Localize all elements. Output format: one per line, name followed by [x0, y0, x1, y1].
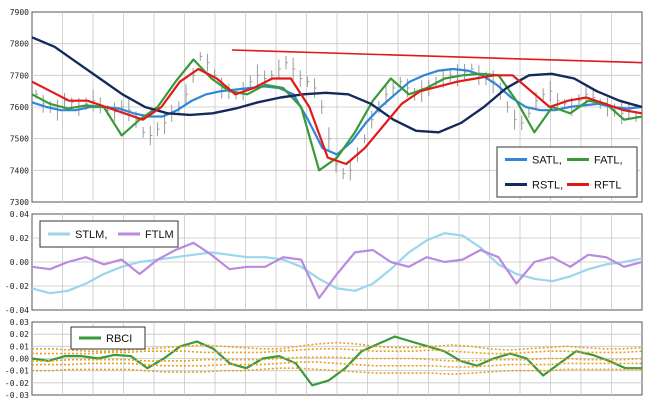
legend-box: [70, 326, 146, 350]
y-tick-label: 0.00: [10, 258, 29, 267]
legend-label: SATL,: [532, 155, 562, 167]
series-line-stlm: [31, 232, 643, 295]
legend-label: FATL,: [594, 155, 623, 167]
y-tick-label: 7600: [10, 103, 29, 112]
y-tick-label: -0.03: [5, 391, 29, 400]
legend-label: FTLM: [145, 229, 174, 241]
series-line-band: [32, 367, 642, 376]
y-tick-label: 0.02: [10, 330, 29, 339]
series-line-rbci: [31, 335, 642, 387]
price-panel: 7900 7800 7700 7600 7500 7400 7300 SATL, FATL, RS…: [10, 8, 643, 207]
legend-box: [496, 146, 638, 198]
series-line-ftlm: [31, 241, 643, 300]
series-line-fatl: [31, 58, 643, 172]
trendline: [231, 49, 643, 64]
y-tick-label: -0.01: [5, 367, 29, 376]
y-tick-label: -0.04: [5, 306, 29, 315]
series-line-band: [32, 361, 642, 368]
series-line-band: [32, 347, 643, 355]
legend-label: RSTL,: [532, 180, 563, 192]
legend-label: STLM,: [75, 229, 107, 241]
y-tick-label: 7300: [10, 198, 29, 207]
y-tick-label: 0.00: [10, 355, 29, 364]
y-tick-label: 7400: [10, 166, 29, 175]
series-line-rftl: [31, 67, 643, 166]
y-tick-label: 0.03: [10, 318, 29, 327]
series-line-satl: [31, 67, 643, 156]
legend-label: RFTL: [594, 180, 622, 192]
momentum-panel: 0.04 0.02 0.00 -0.02 -0.04 STLM, FTLM: [5, 210, 643, 315]
y-tick-label: 7800: [10, 40, 29, 49]
legend-label: RBCI: [106, 333, 132, 345]
rbci-panel: 0.03 0.02 0.01 0.00 -0.01 -0.02 -0.03 RBCI: [5, 318, 643, 400]
y-tick-label: -0.02: [5, 282, 29, 291]
y-tick-label: 0.02: [10, 234, 29, 243]
series-line-band: [32, 341, 643, 353]
series-line-band: [32, 356, 643, 362]
y-tick-label: -0.02: [5, 379, 29, 388]
y-tick-label: 0.01: [10, 342, 29, 351]
y-tick-label: 7700: [10, 71, 29, 80]
y-tick-label: 7500: [10, 135, 29, 144]
series-line-rstl: [31, 36, 643, 134]
y-tick-label: 0.04: [10, 210, 29, 219]
y-tick-label: 7900: [10, 8, 29, 17]
